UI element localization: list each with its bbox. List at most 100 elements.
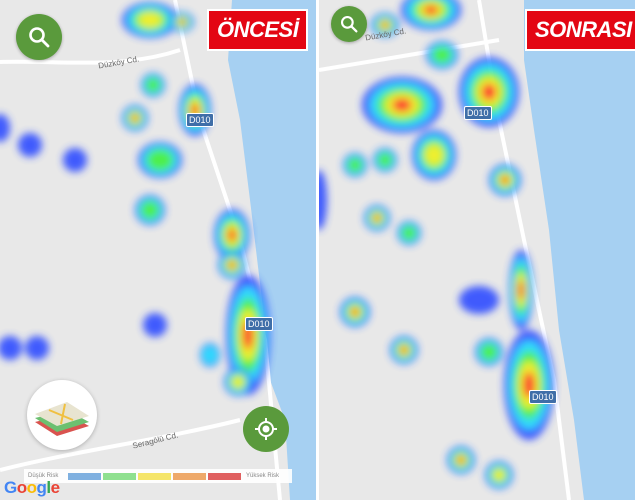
legend-high-label: Yüksek Risk bbox=[246, 473, 280, 479]
heat-blob bbox=[218, 251, 246, 279]
heat-blob bbox=[122, 2, 178, 38]
my-location-icon bbox=[255, 418, 277, 440]
map-layers-button[interactable] bbox=[27, 380, 97, 450]
heat-ring bbox=[137, 12, 163, 28]
heat-blob bbox=[122, 105, 148, 131]
heat-blob bbox=[401, 0, 461, 30]
heat-ring bbox=[201, 345, 219, 365]
heat-blob bbox=[18, 133, 42, 157]
heat-ring bbox=[480, 343, 498, 361]
heat-ring bbox=[381, 22, 389, 28]
my-location-button[interactable] bbox=[243, 406, 289, 452]
heat-blob bbox=[138, 142, 182, 178]
water bbox=[228, 0, 316, 500]
heat-blob bbox=[426, 41, 458, 69]
heat-ring bbox=[351, 308, 359, 316]
road bbox=[0, 418, 241, 472]
heat-blob bbox=[397, 221, 421, 245]
heat-ring bbox=[501, 176, 509, 184]
heat-ring bbox=[63, 148, 87, 172]
after-badge: SONRASI bbox=[525, 9, 635, 51]
heat-blob bbox=[412, 130, 456, 180]
map-after[interactable] bbox=[319, 0, 635, 500]
heatmap-layer bbox=[319, 0, 554, 489]
heat-blob bbox=[343, 153, 367, 177]
heat-ring bbox=[492, 468, 506, 482]
heat-ring bbox=[18, 133, 42, 157]
heat-blob bbox=[340, 297, 370, 327]
heat-blob bbox=[224, 368, 252, 396]
heat-ring bbox=[432, 46, 452, 64]
heat-blob bbox=[459, 286, 499, 314]
heat-blob bbox=[170, 12, 194, 32]
heat-ring bbox=[179, 19, 185, 25]
search-button[interactable] bbox=[16, 14, 62, 60]
heat-blob bbox=[226, 275, 270, 395]
heat-ring bbox=[231, 375, 245, 389]
heat-ring bbox=[227, 228, 237, 242]
highway-label: D010 bbox=[529, 390, 557, 404]
heat-ring bbox=[423, 5, 439, 15]
heat-ring bbox=[518, 280, 524, 300]
heat-ring bbox=[481, 83, 497, 101]
google-logo: Google bbox=[4, 478, 60, 497]
heat-ring bbox=[146, 148, 174, 172]
before-map-panel[interactable]: ÖNCESİ Düzköy Cd. Seragölü Cd. D010 D010… bbox=[0, 0, 316, 500]
heat-blob bbox=[179, 84, 211, 136]
search-button[interactable] bbox=[331, 6, 367, 42]
heat-ring bbox=[319, 170, 327, 230]
heat-ring bbox=[25, 336, 49, 360]
highway-label: D010 bbox=[245, 317, 273, 331]
legend-swatch bbox=[173, 472, 206, 480]
highway-label: D010 bbox=[186, 113, 214, 127]
legend-swatch bbox=[103, 472, 136, 480]
road bbox=[0, 48, 181, 65]
heat-ring bbox=[0, 336, 22, 360]
search-icon bbox=[29, 27, 50, 48]
legend-swatch bbox=[138, 472, 171, 480]
heat-blob bbox=[141, 73, 165, 97]
heat-blob bbox=[200, 343, 220, 367]
heat-blob bbox=[504, 330, 554, 440]
heat-blob bbox=[509, 250, 533, 330]
heat-ring bbox=[400, 346, 408, 354]
legend-swatch bbox=[68, 472, 101, 480]
heatmap-layer bbox=[0, 2, 270, 396]
heat-ring bbox=[392, 98, 412, 112]
heat-blob bbox=[475, 338, 503, 366]
before-badge: ÖNCESİ bbox=[207, 9, 309, 51]
heat-blob bbox=[319, 170, 327, 230]
after-map-panel[interactable]: SONRASI Düzköy Cd. D010 D010 bbox=[319, 0, 635, 500]
legend-swatch bbox=[208, 472, 241, 480]
water bbox=[524, 0, 635, 500]
heat-blob bbox=[362, 77, 442, 133]
heat-blob bbox=[63, 148, 87, 172]
heat-blob bbox=[135, 195, 165, 225]
heat-ring bbox=[347, 157, 363, 173]
heat-blob bbox=[489, 164, 521, 196]
heat-blob bbox=[485, 461, 513, 489]
heat-ring bbox=[228, 261, 236, 269]
heat-blob bbox=[371, 13, 399, 37]
map-layers-icon bbox=[35, 402, 89, 436]
heat-blob bbox=[0, 114, 10, 142]
highway-label: D010 bbox=[464, 106, 492, 120]
heat-blob bbox=[364, 205, 390, 231]
search-icon bbox=[340, 15, 358, 33]
heat-ring bbox=[401, 225, 417, 241]
heat-ring bbox=[143, 313, 167, 337]
heat-ring bbox=[424, 144, 444, 166]
heat-ring bbox=[0, 114, 10, 142]
heat-blob bbox=[447, 446, 475, 474]
heat-ring bbox=[373, 214, 381, 222]
heat-blob bbox=[143, 313, 167, 337]
heat-blob bbox=[214, 209, 250, 261]
heat-ring bbox=[457, 456, 465, 464]
heat-ring bbox=[145, 77, 161, 93]
risk-legend: Düşük Risk Yüksek Risk bbox=[24, 469, 292, 483]
heat-blob bbox=[390, 336, 418, 364]
heat-ring bbox=[459, 286, 499, 314]
heat-blob bbox=[25, 336, 49, 360]
heat-ring bbox=[140, 200, 160, 220]
heat-blob bbox=[0, 336, 22, 360]
